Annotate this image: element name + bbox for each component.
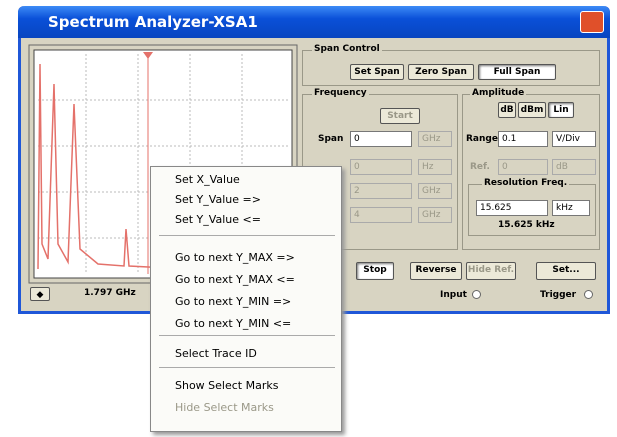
menu-item[interactable]: Show Select Marks (175, 379, 279, 392)
context-menu: Set X_Value Set Y_Value => Set Y_Value <= G… (150, 166, 342, 432)
label: Input (440, 290, 467, 300)
unit: dB (552, 159, 596, 175)
menu-item[interactable]: Go to next Y_MAX => (175, 251, 295, 264)
input: 4 (350, 207, 412, 223)
menu-item[interactable]: Go to next Y_MIN <= (175, 317, 292, 330)
close-button[interactable] (580, 11, 604, 33)
button[interactable]: Stop (356, 262, 394, 280)
unit: GHz (418, 183, 452, 199)
unit: GHz (418, 207, 452, 223)
group-label: Resolution Freq. (482, 178, 570, 188)
input[interactable]: 15.625 (476, 200, 548, 216)
button[interactable]: Set Span (350, 64, 404, 80)
group-label: Span Control (312, 44, 382, 54)
radio[interactable] (584, 290, 593, 299)
cursor-readout: 1.797 GHz (84, 288, 136, 298)
button[interactable]: dB (498, 102, 516, 118)
menu-item[interactable]: Set Y_Value => (175, 193, 261, 206)
radio[interactable] (472, 290, 481, 299)
unit[interactable]: V/Div (552, 131, 596, 147)
amplitude-group (462, 94, 600, 250)
cursor-left-button[interactable]: ◆ (30, 287, 50, 301)
input[interactable]: 0 (350, 131, 412, 147)
button[interactable]: Set... (536, 262, 596, 280)
menu-item[interactable]: Select Trace ID (175, 347, 257, 360)
label: Trigger (540, 290, 577, 300)
group-label: Amplitude (470, 88, 527, 98)
button[interactable]: Reverse (410, 262, 462, 280)
menu-item[interactable]: Go to next Y_MAX <= (175, 273, 295, 286)
button[interactable]: Zero Span (408, 64, 474, 80)
title-bar: Spectrum Analyzer-XSA1 (18, 6, 610, 38)
button: Start (380, 108, 420, 124)
menu-item[interactable]: Set X_Value (175, 173, 240, 186)
input[interactable]: 0.1 (498, 131, 548, 147)
menu-separator (159, 235, 335, 236)
group-label: Frequency (312, 88, 369, 98)
readout: 15.625 kHz (498, 220, 555, 230)
label: Ref. (470, 162, 490, 172)
button[interactable]: dBm (518, 102, 546, 118)
unit: GHz (418, 131, 452, 147)
button: Hide Ref. (466, 262, 516, 280)
menu-item[interactable]: Set Y_Value <= (175, 213, 261, 226)
cursor-marker[interactable] (143, 52, 153, 59)
menu-separator (159, 335, 335, 336)
unit[interactable]: kHz (552, 200, 590, 216)
input: 0 (350, 159, 412, 175)
menu-item: Hide Select Marks (175, 401, 274, 414)
menu-separator (159, 367, 335, 368)
label: Span (318, 134, 344, 144)
input: 0 (498, 159, 548, 175)
unit: Hz (418, 159, 452, 175)
button[interactable]: Full Span (478, 64, 556, 80)
button[interactable]: Lin (548, 102, 574, 118)
input: 2 (350, 183, 412, 199)
label: Range (466, 134, 498, 144)
menu-item[interactable]: Go to next Y_MIN => (175, 295, 292, 308)
span-control-group (302, 50, 600, 86)
